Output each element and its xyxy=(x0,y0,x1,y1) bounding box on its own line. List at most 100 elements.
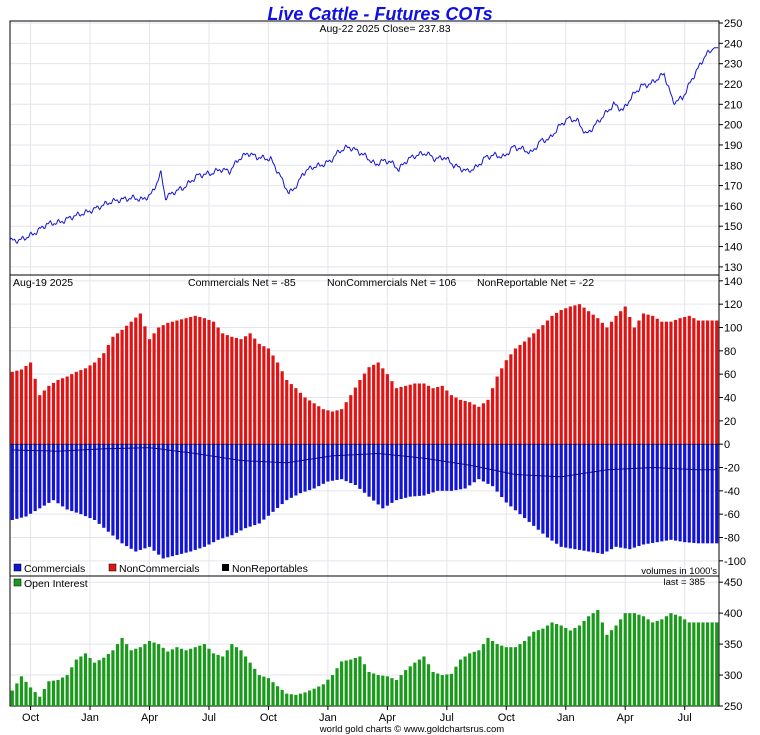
noncommercials-bar xyxy=(518,345,522,445)
noncommercials-bar xyxy=(532,333,536,445)
noncommercials-bar xyxy=(138,313,142,445)
open-interest-bar xyxy=(266,678,271,706)
price-y-axis: 130 140 150 160 170 180 190 200 210 220 230 240 250 xyxy=(719,18,742,274)
open-interest-bar xyxy=(523,641,527,706)
open-interest-bar xyxy=(600,622,604,706)
commercials-bar xyxy=(641,444,646,545)
open-interest-bar xyxy=(74,659,78,706)
open-interest-bar xyxy=(513,647,518,706)
open-interest-bar xyxy=(468,653,472,706)
commercials-bar xyxy=(577,444,582,550)
open-interest-bar xyxy=(125,644,129,706)
noncommercials-bar xyxy=(129,321,133,445)
oi-y-axis: 250 300 350 400 450 xyxy=(719,577,742,713)
nonreportable-net-label: NonReportable Net = -22 xyxy=(477,277,594,289)
commercials-bar xyxy=(605,444,609,552)
commercials-bar xyxy=(527,444,531,522)
noncommercials-bar xyxy=(500,368,504,445)
noncommercials-bar xyxy=(495,376,499,445)
noncommercials-bar xyxy=(15,370,19,445)
noncommercials-bar xyxy=(683,317,687,445)
open-interest-bar xyxy=(225,650,229,706)
legend-commercials-label: Commercials xyxy=(24,563,85,575)
commercials-bar xyxy=(490,444,495,487)
commercials-bar xyxy=(509,444,513,507)
noncommercials-bar xyxy=(591,314,595,445)
noncommercials-bar xyxy=(271,355,275,445)
open-interest-bar xyxy=(495,644,499,706)
commercials-bar xyxy=(88,444,92,519)
noncommercials-bar xyxy=(458,399,463,445)
noncommercials-bar xyxy=(632,327,636,445)
commercials-bar xyxy=(651,444,655,543)
noncommercials-bar xyxy=(372,364,376,445)
legend-nonreportables-label: NonReportables xyxy=(232,563,308,575)
noncommercials-bar xyxy=(436,387,440,445)
noncommercials-bar xyxy=(550,315,554,445)
noncommercials-bar xyxy=(655,318,659,445)
commercials-bar xyxy=(198,444,202,549)
noncommercials-bar xyxy=(28,362,33,445)
commercials-bar xyxy=(362,444,367,493)
noncommercials-bar xyxy=(477,406,481,445)
commercials-bar xyxy=(715,444,719,544)
noncommercials-bar xyxy=(710,320,714,445)
commercials-bar xyxy=(701,444,705,544)
y-tick-label: 350 xyxy=(724,639,742,651)
noncommercials-bar xyxy=(266,348,271,445)
open-interest-bar xyxy=(234,647,239,706)
y-tick-label: 250 xyxy=(724,18,742,30)
commercials-bar xyxy=(385,444,389,506)
noncommercials-bar xyxy=(445,390,449,445)
legend-commercials-swatch xyxy=(13,563,22,572)
commercials-bar xyxy=(472,444,476,483)
x-tick-label: Oct xyxy=(22,712,39,724)
noncommercials-bar xyxy=(65,376,69,445)
open-interest-bar xyxy=(134,648,138,706)
commercials-bar xyxy=(234,444,239,533)
noncommercials-bar xyxy=(367,367,371,445)
commercials-bar xyxy=(353,444,357,485)
chart-title: Live Cattle - Futures COTs xyxy=(267,4,492,24)
commercials-bar xyxy=(426,444,431,494)
noncommercials-bar xyxy=(221,333,225,445)
y-tick-label: 60 xyxy=(724,369,736,381)
open-interest-bar xyxy=(609,630,614,706)
open-interest-bar xyxy=(582,620,586,706)
open-interest-bar xyxy=(458,659,463,706)
noncommercials-bar xyxy=(170,321,174,445)
noncommercials-bar xyxy=(19,369,24,445)
commercials-bar xyxy=(477,444,481,480)
noncommercials-bar xyxy=(605,327,609,445)
commercials-bars xyxy=(10,444,719,559)
commercials-bar xyxy=(619,444,623,548)
noncommercials-bar xyxy=(701,320,705,445)
open-interest-bar xyxy=(65,675,69,706)
y-tick-label: 180 xyxy=(724,160,742,172)
noncommercials-bar xyxy=(308,400,312,445)
commercials-bar xyxy=(463,444,467,489)
y-tick-label: -80 xyxy=(724,533,740,545)
noncommercials-bar xyxy=(24,366,28,445)
open-interest-bar xyxy=(179,648,184,706)
y-tick-label: 0 xyxy=(724,439,730,451)
open-interest-bar xyxy=(449,673,454,706)
commercials-bar xyxy=(573,444,577,550)
x-tick-label: Oct xyxy=(498,712,515,724)
commercials-bar xyxy=(417,444,421,496)
commercials-bar xyxy=(152,444,156,551)
commercials-bar xyxy=(678,444,682,542)
commercials-bar xyxy=(664,444,668,541)
noncommercials-bar xyxy=(600,322,604,445)
noncommercials-bar xyxy=(38,395,42,445)
commercials-bar xyxy=(458,444,463,490)
open-interest-bar xyxy=(555,623,559,706)
noncommercials-bar xyxy=(88,365,92,445)
commercials-bar xyxy=(248,444,252,527)
noncommercials-bar xyxy=(490,388,495,445)
noncommercials-bar xyxy=(385,374,389,445)
noncommercials-bar xyxy=(390,381,394,445)
commercials-bar xyxy=(193,444,197,550)
commercials-bar xyxy=(349,444,353,484)
